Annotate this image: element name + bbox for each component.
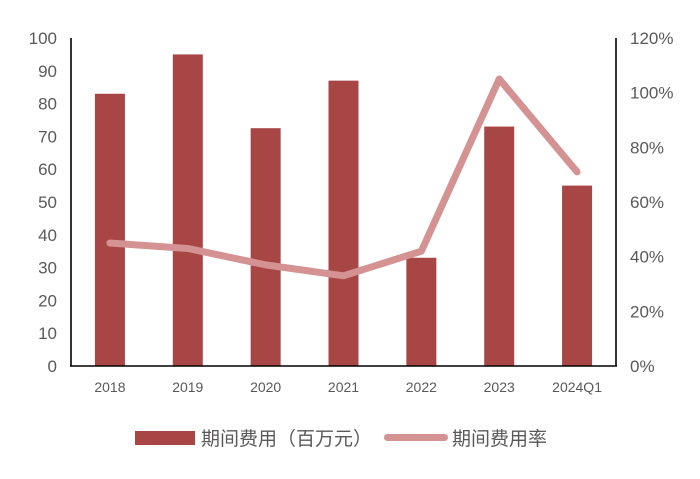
bar-swatch-icon	[135, 430, 195, 445]
line-swatch-icon	[384, 434, 449, 441]
x-label: 2019	[172, 379, 203, 395]
left-tick-label: 90	[38, 62, 57, 81]
left-axis-ticks: 0 10 20 30 40 50 60 70 80 90 100	[29, 29, 57, 376]
left-tick-label: 100	[29, 29, 57, 48]
left-tick-label: 40	[38, 226, 57, 245]
rate-line-series	[106, 75, 581, 280]
right-tick-label: 0%	[630, 357, 655, 376]
right-tick-label: 60%	[630, 193, 664, 212]
bar-2023	[484, 126, 515, 366]
right-tick-label: 40%	[630, 248, 664, 267]
x-label: 2023	[484, 379, 515, 395]
legend-item-rate: 期间费用率	[384, 424, 547, 451]
legend-item-expense: 期间费用（百万元）	[135, 424, 372, 451]
bar-2021	[328, 80, 359, 366]
left-tick-label: 50	[38, 193, 57, 212]
left-tick-label: 10	[38, 324, 57, 343]
right-tick-label: 100%	[630, 84, 673, 103]
x-label: 2022	[406, 379, 437, 395]
x-label: 2021	[328, 379, 359, 395]
legend-label-rate: 期间费用率	[452, 428, 548, 450]
left-tick-label: 60	[38, 160, 57, 179]
right-tick-label: 120%	[630, 29, 673, 48]
bar-2019	[172, 54, 203, 367]
bar-2022	[406, 257, 437, 366]
left-tick-label: 80	[38, 95, 57, 114]
left-tick-label: 0	[48, 357, 57, 376]
left-tick-label: 30	[38, 259, 57, 278]
right-tick-label: 20%	[630, 302, 664, 321]
left-tick-label: 70	[38, 127, 57, 146]
x-label: 2024Q1	[552, 379, 602, 395]
right-axis-ticks: 0% 20% 40% 60% 80% 100% 120%	[630, 29, 673, 376]
legend-label-expense: 期间费用（百万元）	[201, 428, 373, 450]
legend: 期间费用（百万元） 期间费用率	[135, 424, 559, 451]
bar-2018	[94, 93, 125, 366]
x-axis-labels: 2018 2019 2020 2021 2022 2023 2024Q1	[94, 379, 602, 395]
bar-series	[94, 54, 593, 367]
x-label: 2018	[94, 379, 125, 395]
x-label: 2020	[250, 379, 281, 395]
left-tick-label: 20	[38, 291, 57, 310]
bar-2024Q1	[562, 185, 593, 366]
bar-2020	[250, 128, 281, 366]
right-tick-label: 80%	[630, 138, 664, 157]
